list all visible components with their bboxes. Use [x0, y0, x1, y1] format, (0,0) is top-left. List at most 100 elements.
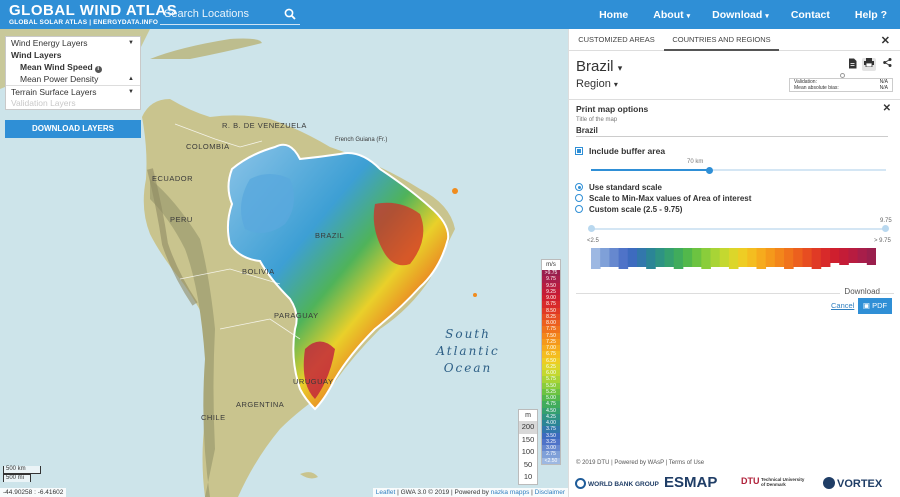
- legend-item: 6.00: [542, 370, 560, 377]
- wind-energy-layers-dropdown[interactable]: Wind Energy Layers ▼: [11, 38, 134, 48]
- color-scale-step: [728, 248, 739, 269]
- height-option-150[interactable]: 150: [521, 434, 535, 444]
- custom-range-track: [591, 228, 886, 230]
- color-scale-step: [636, 248, 647, 267]
- terrain-surface-layers-dropdown[interactable]: Terrain Surface Layers ▼: [6, 85, 140, 97]
- world-bank-logo[interactable]: WORLD BANK GROUP: [575, 478, 659, 489]
- height-option-200[interactable]: 200: [519, 421, 537, 434]
- legend-item: 5.00: [542, 395, 560, 402]
- print-map-options-header: Print map options ✕: [569, 99, 900, 117]
- mean-wind-speed-layer[interactable]: Mean Wind Speed i: [6, 61, 140, 73]
- nav-help[interactable]: Help ?: [854, 8, 887, 21]
- buffer-slider-thumb[interactable]: [705, 166, 713, 174]
- wind-speed-legend: m/s >9.75 9.75 9.50 9.25 9.00 8.75 8.50 8.25 8.0…: [541, 259, 561, 465]
- custom-range-max: > 9.75: [874, 238, 891, 244]
- height-option-100[interactable]: 100: [521, 447, 535, 456]
- include-buffer-checkbox[interactable]: Include buffer area: [575, 146, 665, 156]
- dtu-logo[interactable]: DTU Technical University of Denmark: [741, 476, 805, 487]
- buffer-slider-fill: [591, 169, 709, 171]
- color-scale-step: [793, 248, 803, 267]
- color-scale-step: [857, 248, 868, 263]
- triangle-down-icon: ▼: [128, 89, 134, 95]
- color-scale-step: [692, 248, 702, 267]
- tab-customized-areas[interactable]: CUSTOMIZED AREAS: [578, 35, 655, 44]
- radio-unselected[interactable]: [575, 205, 583, 213]
- radio-custom-scale[interactable]: Custom scale (2.5 - 9.75): [575, 205, 682, 214]
- height-option-10[interactable]: 10: [523, 472, 533, 481]
- vortex-logo[interactable]: VORTEX: [823, 477, 882, 490]
- checkbox-checked[interactable]: [575, 147, 583, 155]
- map-label-chile: CHILE: [201, 413, 226, 422]
- map-label-colombia: COLOMBIA: [186, 142, 230, 151]
- document-icon[interactable]: [845, 58, 859, 71]
- nav-download[interactable]: Download ▾: [712, 8, 769, 21]
- ocean-label: South Atlantic Ocean: [436, 327, 500, 375]
- color-scale-step: [719, 248, 730, 267]
- legend-item: 7.50: [542, 332, 560, 339]
- map-label-brazil: BRAZIL: [315, 231, 345, 240]
- legend-item: 4.00: [542, 420, 560, 427]
- triangle-up-icon: ▲: [128, 76, 134, 82]
- search-input[interactable]: [164, 6, 279, 22]
- radio-unselected[interactable]: [575, 194, 583, 202]
- chevron-down-icon: ▾: [765, 12, 769, 20]
- legend-item: 2.75: [542, 451, 560, 458]
- color-scale-step: [802, 248, 813, 267]
- tab-countries-and-regions[interactable]: COUNTRIES AND REGIONS: [664, 29, 779, 51]
- height-unit: m: [525, 412, 531, 419]
- brand-logo[interactable]: GLOBAL WIND ATLAS GLOBAL SOLAR ATLAS | E…: [9, 3, 177, 27]
- print-icon[interactable]: [862, 58, 876, 71]
- legend-item: 7.00: [542, 345, 560, 352]
- color-scale-step: [811, 248, 822, 269]
- map-view[interactable]: R. B. DE VENEZUELA COLOMBIA French Guian…: [0, 29, 568, 497]
- nazka-link[interactable]: nazka mapps: [490, 489, 530, 496]
- scale-bar: 500 km 500 mi: [3, 466, 41, 482]
- height-option-50[interactable]: 50: [523, 459, 533, 469]
- color-scale-step: [673, 248, 684, 269]
- radio-minmax-scale[interactable]: Scale to Min-Max values of Area of inter…: [575, 194, 751, 203]
- print-map-options-title: Print map options: [576, 104, 649, 114]
- legend-item: 5.50: [542, 382, 560, 389]
- pdf-download-button[interactable]: ▣ PDF: [858, 298, 892, 314]
- height-selector: m 200 150 100 50 10: [518, 409, 538, 485]
- disclaimer-link[interactable]: Disclaimer: [534, 489, 565, 496]
- legend-item: 3.75: [542, 426, 560, 433]
- legend-item: 3.00: [542, 445, 560, 452]
- close-icon[interactable]: ✕: [880, 35, 890, 47]
- nav-home[interactable]: Home: [599, 8, 629, 21]
- map-label-argentina: ARGENTINA: [236, 400, 285, 409]
- country-select[interactable]: Brazil ▾: [576, 58, 623, 75]
- map-title-input[interactable]: [576, 124, 888, 137]
- esmap-logo[interactable]: ESMAP: [664, 474, 718, 491]
- map-label-uruguay: URUGUAY: [293, 377, 334, 386]
- top-navigation-bar: GLOBAL WIND ATLAS GLOBAL SOLAR ATLAS | E…: [0, 0, 900, 29]
- radio-standard-scale[interactable]: Use standard scale: [575, 183, 662, 192]
- color-scale-step: [756, 248, 767, 269]
- nav-about[interactable]: About ▾: [653, 8, 691, 21]
- mean-power-density-layer[interactable]: Mean Power Density ▲: [20, 74, 134, 84]
- color-scale-step: [701, 248, 711, 269]
- leaflet-link[interactable]: Leaflet: [375, 489, 396, 496]
- wind-layers-heading: Wind Layers: [11, 50, 62, 60]
- legend-item: 5.75: [542, 376, 560, 383]
- close-icon[interactable]: ✕: [882, 103, 891, 114]
- download-layers-button[interactable]: DOWNLOAD LAYERS: [5, 120, 141, 138]
- search-icon[interactable]: [284, 8, 296, 20]
- layers-panel: Wind Energy Layers ▼ Wind Layers Mean Win…: [5, 36, 141, 110]
- legend-item: 6.50: [542, 357, 560, 364]
- buffer-slider-track[interactable]: [591, 169, 886, 171]
- info-icon[interactable]: i: [94, 66, 102, 73]
- nav-contact[interactable]: Contact: [790, 8, 830, 21]
- validation-slider-thumb[interactable]: [840, 73, 845, 78]
- legend-item: 6.75: [542, 351, 560, 358]
- color-scale-step: [738, 248, 748, 267]
- radio-selected[interactable]: [575, 183, 583, 191]
- buffer-value: 70 km: [687, 159, 704, 165]
- cancel-link[interactable]: Cancel: [831, 301, 855, 310]
- legend-item: >9.75: [542, 270, 560, 277]
- legend-item: <2.50: [542, 457, 560, 464]
- download-divider: [576, 293, 894, 294]
- legend-item: 3.25: [542, 438, 560, 445]
- region-select[interactable]: Region ▾: [576, 78, 618, 90]
- share-icon[interactable]: [880, 58, 894, 71]
